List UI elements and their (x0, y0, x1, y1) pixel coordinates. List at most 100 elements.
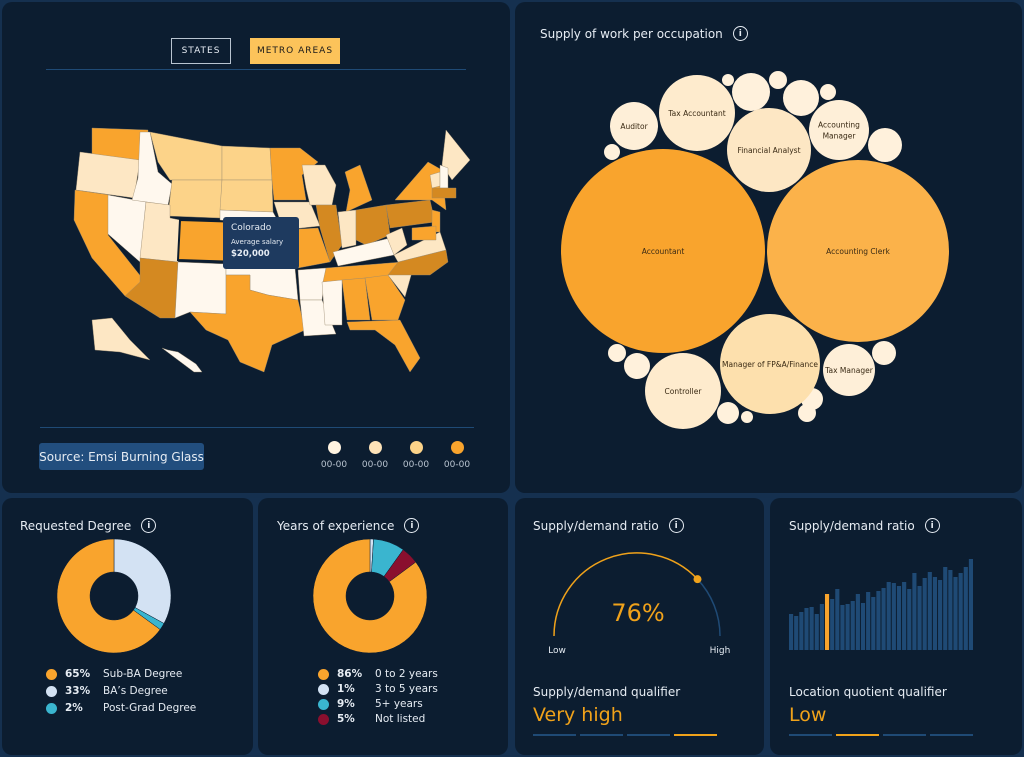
state-id[interactable] (131, 131, 173, 206)
info-icon[interactable]: i (141, 518, 157, 533)
bubble[interactable] (561, 149, 765, 353)
small-bubble[interactable] (717, 402, 739, 424)
info-icon[interactable]: i (404, 518, 420, 533)
tab-states[interactable]: STATES (171, 38, 231, 64)
state-mi[interactable] (344, 164, 373, 213)
small-bubble[interactable] (769, 71, 787, 89)
info-icon[interactable]: i (924, 518, 940, 533)
state-al[interactable] (341, 277, 371, 321)
state-wv[interactable] (385, 227, 408, 256)
title-text: Supply/demand ratio (533, 518, 659, 533)
state-ma[interactable] (431, 187, 457, 199)
state-ak[interactable] (91, 317, 151, 361)
bar[interactable] (799, 612, 804, 650)
bar[interactable] (789, 614, 794, 650)
bars-title: Supply/demand ratio i (789, 518, 940, 533)
degree-title: Requested Degree i (20, 518, 157, 533)
state-in[interactable] (337, 209, 357, 249)
state-me[interactable] (441, 129, 471, 181)
bar[interactable] (866, 592, 871, 650)
tab-metro-areas[interactable]: METRO AREAS (250, 38, 340, 64)
bubble[interactable] (720, 314, 820, 414)
state-hi[interactable] (161, 347, 203, 373)
bar[interactable] (891, 583, 896, 650)
bubble[interactable] (823, 344, 875, 396)
bar[interactable] (932, 577, 938, 650)
bubble[interactable] (659, 75, 735, 151)
bar[interactable] (860, 603, 866, 650)
bar[interactable] (902, 582, 907, 650)
small-bubble[interactable] (872, 341, 896, 365)
bubble[interactable] (610, 102, 658, 150)
bar[interactable] (963, 567, 968, 650)
legend-dot (368, 441, 382, 454)
bar[interactable] (814, 614, 819, 650)
bar[interactable] (922, 578, 927, 650)
state-ga[interactable] (364, 274, 406, 321)
bar[interactable] (896, 586, 902, 650)
bar[interactable] (938, 580, 943, 650)
bubble[interactable] (727, 108, 811, 192)
legend-item: 5% Not listed (318, 713, 438, 725)
state-md[interactable] (411, 225, 437, 241)
donut-slice[interactable] (312, 538, 428, 654)
bar[interactable] (830, 599, 835, 650)
bar[interactable] (927, 572, 932, 650)
small-bubble[interactable] (722, 74, 734, 86)
state-oh[interactable] (355, 204, 391, 246)
small-bubble[interactable] (732, 73, 770, 111)
small-bubble[interactable] (608, 344, 626, 362)
legend-label: 00-00 (361, 460, 389, 470)
bubble[interactable] (767, 160, 949, 342)
bar[interactable] (835, 589, 840, 650)
bar[interactable] (871, 597, 876, 650)
small-bubble[interactable] (741, 411, 753, 423)
bar[interactable] (886, 582, 891, 650)
bubble-chart: Accountant Accounting Clerk Manager of FP&… (561, 71, 949, 429)
bar[interactable] (819, 604, 824, 650)
legend-item: 1% 3 to 5 years (318, 683, 438, 695)
info-icon[interactable]: i (668, 518, 684, 533)
bar[interactable] (953, 577, 958, 650)
small-bubble[interactable] (798, 404, 816, 422)
small-bubble[interactable] (783, 80, 819, 116)
qualifier-label: Location quotient qualifier (789, 685, 947, 699)
state-ms[interactable] (321, 279, 343, 326)
qualifier-segment (674, 734, 717, 736)
title-text: Supply of work per occupation (540, 26, 723, 41)
state-fl[interactable] (346, 319, 421, 373)
bubble[interactable] (809, 100, 869, 160)
bar[interactable] (907, 589, 912, 650)
state-la[interactable] (299, 299, 337, 337)
bar[interactable] (794, 616, 799, 650)
small-bubble[interactable] (868, 128, 902, 162)
state-tx[interactable] (189, 274, 306, 373)
bar[interactable] (876, 591, 881, 650)
bar[interactable] (855, 594, 860, 650)
bar[interactable] (809, 607, 814, 650)
info-icon[interactable]: i (732, 26, 748, 41)
bar[interactable] (845, 604, 850, 650)
us-map[interactable] (0, 0, 510, 420)
small-bubble[interactable] (624, 353, 650, 379)
bar[interactable] (958, 573, 963, 650)
legend-item: 2% Post-Grad Degree (46, 702, 196, 714)
small-bubble[interactable] (604, 144, 620, 160)
bar[interactable] (804, 608, 809, 650)
bar[interactable] (968, 559, 973, 650)
small-bubble[interactable] (820, 84, 836, 100)
map-legend: 00-00 00-00 00-00 00-00 (320, 441, 471, 470)
source-badge[interactable]: Source: Emsi Burning Glass (39, 443, 204, 470)
state-mn[interactable] (269, 147, 319, 201)
bar[interactable] (824, 594, 830, 650)
bar[interactable] (943, 567, 948, 650)
bar[interactable] (912, 573, 917, 650)
bar[interactable] (850, 601, 855, 650)
bar[interactable] (917, 586, 922, 650)
bubble[interactable] (645, 353, 721, 429)
legend-pct: 1% (337, 683, 355, 695)
bar[interactable] (948, 570, 953, 650)
donut-slice[interactable] (113, 538, 172, 624)
bar[interactable] (840, 605, 845, 650)
bar[interactable] (881, 588, 886, 650)
